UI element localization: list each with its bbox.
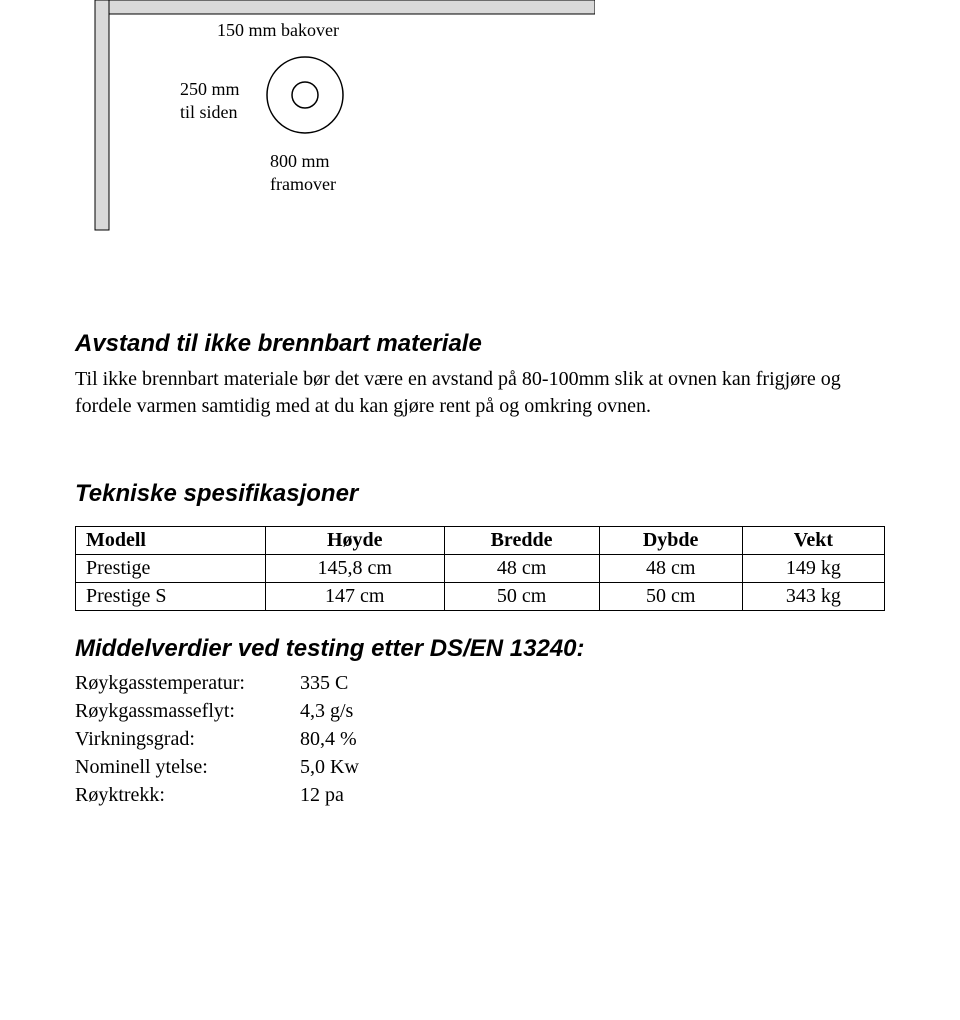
table-header-row: Modell Høyde Bredde Dybde Vekt <box>76 527 885 555</box>
kv-row: Nominell ytelse: 5,0 Kw <box>75 753 885 781</box>
table-row: Prestige S 147 cm 50 cm 50 cm 343 kg <box>76 583 885 611</box>
heading-clearance: Avstand til ikke brennbart materiale <box>75 330 885 358</box>
kv-val: 5,0 Kw <box>300 753 359 781</box>
label-side-line1: 250 mm <box>180 79 240 99</box>
cell: 147 cm <box>266 583 445 611</box>
cell: 48 cm <box>599 555 742 583</box>
col-modell: Modell <box>76 527 266 555</box>
clearance-diagram: 150 mm bakover 250 mm til siden 800 mm f… <box>75 0 595 260</box>
kv-val: 80,4 % <box>300 725 357 753</box>
kv-row: Røyktrekk: 12 pa <box>75 781 885 809</box>
cell: 50 cm <box>444 583 599 611</box>
col-vekt: Vekt <box>742 527 884 555</box>
kv-key: Nominell ytelse: <box>75 753 300 781</box>
heading-specs: Tekniske spesifikasjoner <box>75 480 885 508</box>
kv-row: Røykgassmasseflyt: 4,3 g/s <box>75 697 885 725</box>
label-front-line1: 800 mm <box>270 151 330 171</box>
label-front: 800 mm framover <box>270 150 336 195</box>
kv-key: Virkningsgrad: <box>75 725 300 753</box>
kv-key: Røykgasstemperatur: <box>75 669 300 697</box>
cell: 145,8 cm <box>266 555 445 583</box>
cell: 48 cm <box>444 555 599 583</box>
label-side-line2: til siden <box>180 102 238 122</box>
label-front-line2: framover <box>270 174 336 194</box>
cell: 50 cm <box>599 583 742 611</box>
kv-row: Virkningsgrad: 80,4 % <box>75 725 885 753</box>
kv-val: 12 pa <box>300 781 344 809</box>
col-bredde: Bredde <box>444 527 599 555</box>
test-values-list: Røykgasstemperatur: 335 C Røykgassmassef… <box>75 669 885 809</box>
cell: Prestige <box>76 555 266 583</box>
cell: 343 kg <box>742 583 884 611</box>
cell: Prestige S <box>76 583 266 611</box>
label-side: 250 mm til siden <box>180 78 240 123</box>
table-row: Prestige 145,8 cm 48 cm 48 cm 149 kg <box>76 555 885 583</box>
heading-test-values: Middelverdier ved testing etter DS/EN 13… <box>75 635 885 663</box>
kv-val: 4,3 g/s <box>300 697 353 725</box>
col-dybde: Dybde <box>599 527 742 555</box>
kv-key: Røykgassmasseflyt: <box>75 697 300 725</box>
cell: 149 kg <box>742 555 884 583</box>
kv-row: Røykgasstemperatur: 335 C <box>75 669 885 697</box>
kv-val: 335 C <box>300 669 348 697</box>
label-back: 150 mm bakover <box>217 20 339 41</box>
body-clearance: Til ikke brennbart materiale bør det vær… <box>75 366 885 420</box>
kv-key: Røyktrekk: <box>75 781 300 809</box>
document-content: Avstand til ikke brennbart materiale Til… <box>75 330 885 809</box>
spec-table: Modell Høyde Bredde Dybde Vekt Prestige … <box>75 526 885 611</box>
col-hoyde: Høyde <box>266 527 445 555</box>
